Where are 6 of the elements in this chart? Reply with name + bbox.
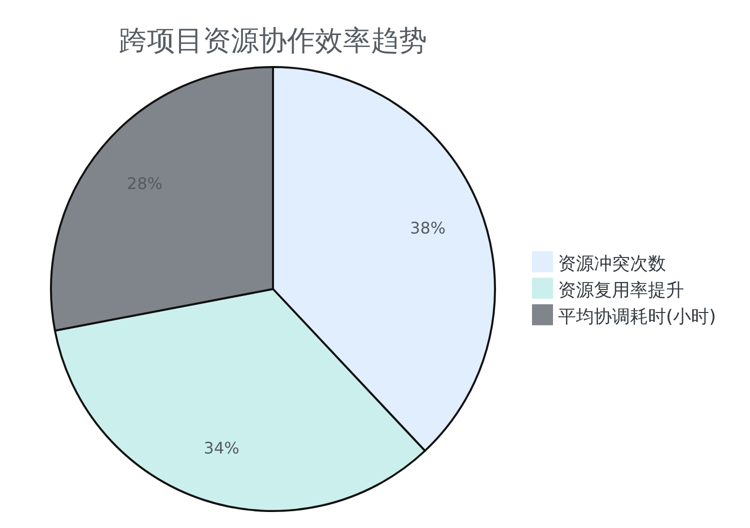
data-label: 34% — [204, 438, 240, 458]
data-label: 38% — [410, 218, 446, 238]
legend-label: 平均协调耗时(小时) — [558, 306, 716, 328]
legend-label: 资源复用率提升 — [558, 280, 684, 301]
legend-label: 资源冲突次数 — [558, 253, 666, 274]
chart-title: 跨项目资源协作效率趋势 — [119, 24, 427, 57]
